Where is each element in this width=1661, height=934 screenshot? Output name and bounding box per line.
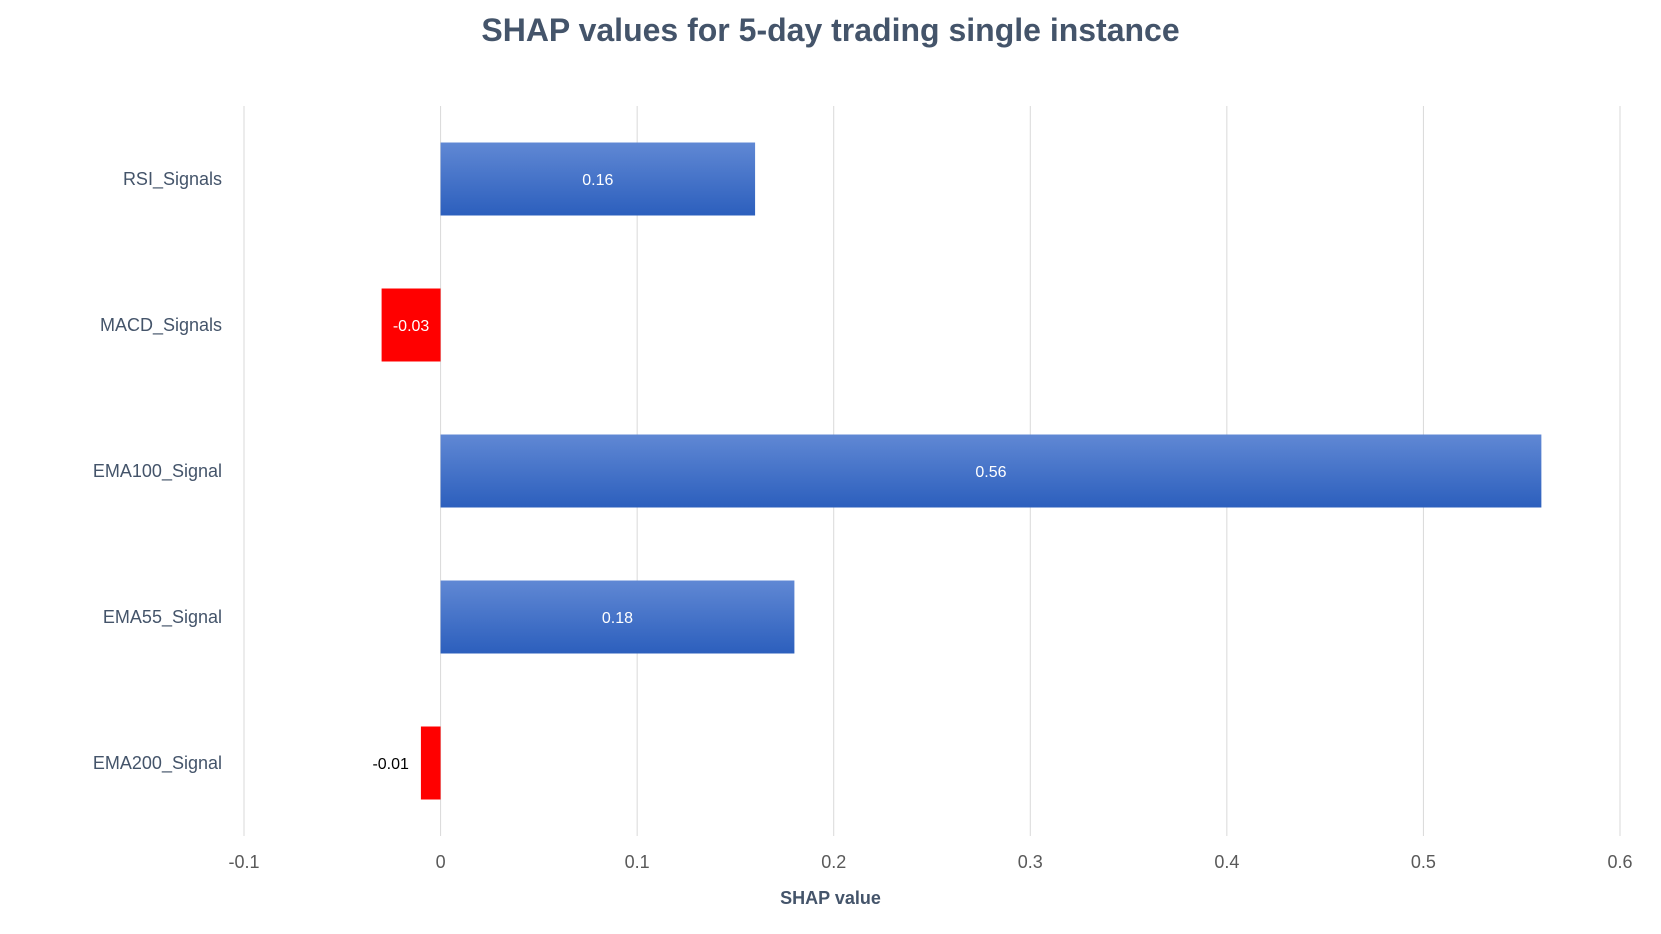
category-label: RSI_Signals <box>123 169 222 190</box>
category-label: EMA100_Signal <box>93 461 222 482</box>
data-label: -0.03 <box>393 318 430 335</box>
data-label: 0.18 <box>602 610 633 627</box>
category-label: MACD_Signals <box>100 315 222 336</box>
bar-ema200-signal <box>420 726 441 800</box>
labels: -0.1 0 0.1 0.2 0.3 0.4 0.5 0.6 RSI_Signals 0.16 MA… <box>93 169 1633 872</box>
x-axis-title: SHAP value <box>780 888 881 908</box>
bar-ema55-signal <box>440 580 795 654</box>
data-label: 0.16 <box>582 172 613 189</box>
x-tick-label: 0.4 <box>1214 852 1239 872</box>
x-tick-label: 0.6 <box>1607 852 1632 872</box>
chart-title: SHAP values for 5-day trading single ins… <box>481 12 1180 48</box>
x-tick-label: 0.2 <box>821 852 846 872</box>
data-label: 0.56 <box>975 464 1006 481</box>
bar-rsi-signals <box>440 142 756 216</box>
x-tick-label: 0 <box>436 852 446 872</box>
bar-macd-signals <box>381 288 441 362</box>
x-tick-label: 0.3 <box>1018 852 1043 872</box>
x-tick-label: 0.1 <box>625 852 650 872</box>
x-tick-label: 0.5 <box>1411 852 1436 872</box>
x-tick-label: -0.1 <box>228 852 259 872</box>
bar-ema100-signal <box>440 434 1542 508</box>
category-label: EMA200_Signal <box>93 753 222 774</box>
category-label: EMA55_Signal <box>103 607 222 628</box>
data-label: -0.01 <box>372 756 409 773</box>
bars <box>381 142 1542 800</box>
